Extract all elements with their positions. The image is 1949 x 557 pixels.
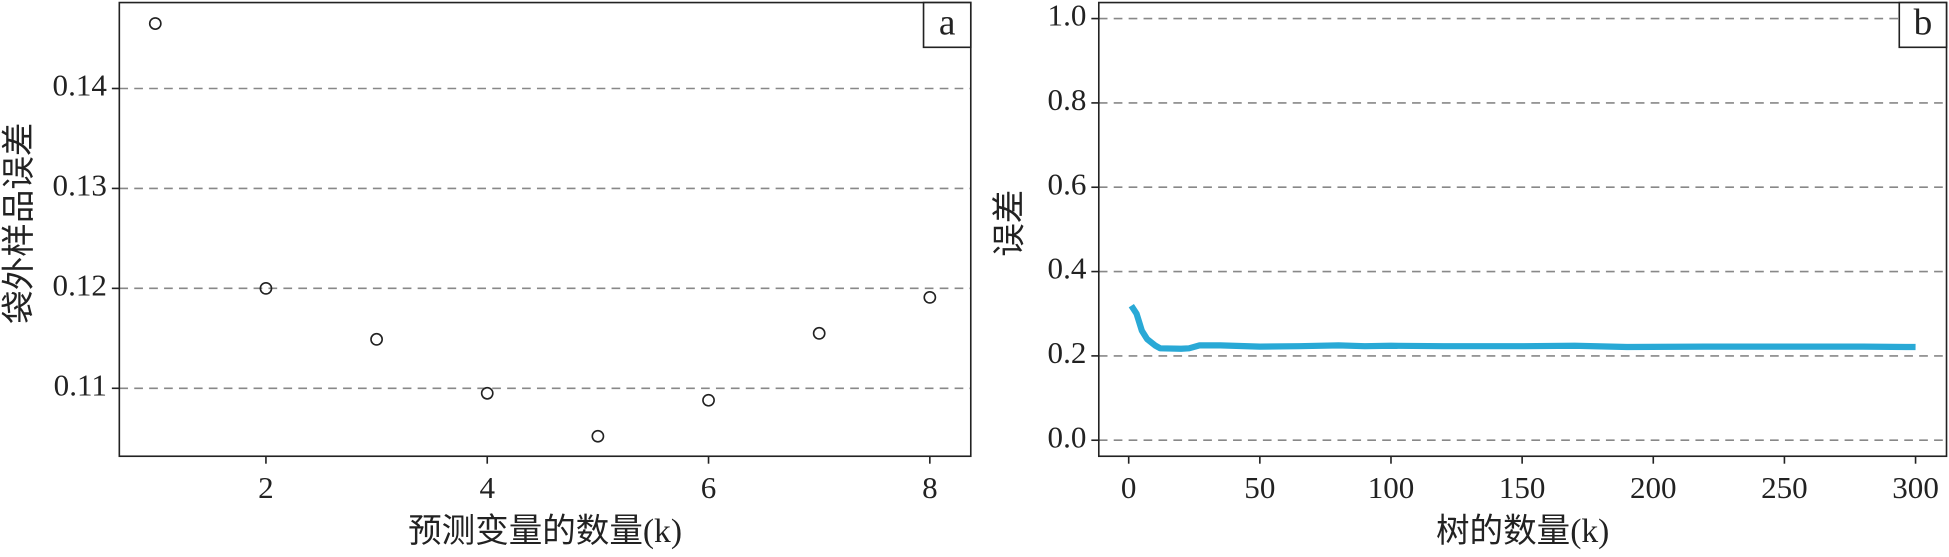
y-tick-label: 0.8 (1048, 82, 1087, 117)
y-tick-label: 0.11 (54, 367, 107, 402)
line (1128, 304, 1916, 352)
x-tick-label: 100 (1368, 470, 1415, 505)
x-axis-label: 预测变量的数量(k) (408, 512, 682, 550)
point (923, 290, 937, 304)
y-tick-label: 0.13 (53, 168, 107, 203)
y-tick-label: 0.0 (1048, 419, 1087, 454)
plot-frame (1097, 1, 1948, 458)
x-tick-label: 250 (1761, 470, 1808, 505)
x-tick-label: 300 (1892, 470, 1939, 505)
point (370, 332, 383, 346)
x-tick-label: 8 (922, 470, 938, 505)
y-tick-label: 0.14 (53, 68, 108, 103)
panel-label-box (1898, 1, 1948, 49)
x-tick-label: 4 (479, 470, 495, 505)
x-tick-label: 6 (701, 470, 717, 505)
point (591, 429, 605, 443)
x-tick-label: 150 (1499, 470, 1546, 505)
y-axis-label: 误差 (991, 190, 1029, 257)
point (702, 393, 715, 407)
x-tick-label: 0 (1121, 470, 1137, 505)
point (259, 281, 273, 295)
y-tick-label: 0.4 (1048, 251, 1087, 286)
y-tick-label: 1.0 (1048, 0, 1087, 33)
point (480, 386, 494, 400)
x-tick-label: 50 (1244, 470, 1275, 505)
panel-label: a (939, 3, 956, 44)
y-tick-label: 0.12 (53, 267, 107, 302)
y-axis-label: 袋外样品误差 (0, 123, 38, 324)
y-tick-label: 0.2 (1048, 335, 1087, 370)
point (812, 326, 826, 340)
point (148, 17, 162, 30)
x-axis-label: 树的数量(k) (1436, 512, 1609, 550)
x-tick-label: 200 (1630, 470, 1677, 505)
x-tick-label: 2 (258, 470, 274, 505)
plot-frame (118, 1, 972, 458)
y-tick-label: 0.6 (1048, 166, 1087, 201)
panel-label: b (1914, 3, 1933, 44)
panel-label-box (922, 1, 972, 49)
